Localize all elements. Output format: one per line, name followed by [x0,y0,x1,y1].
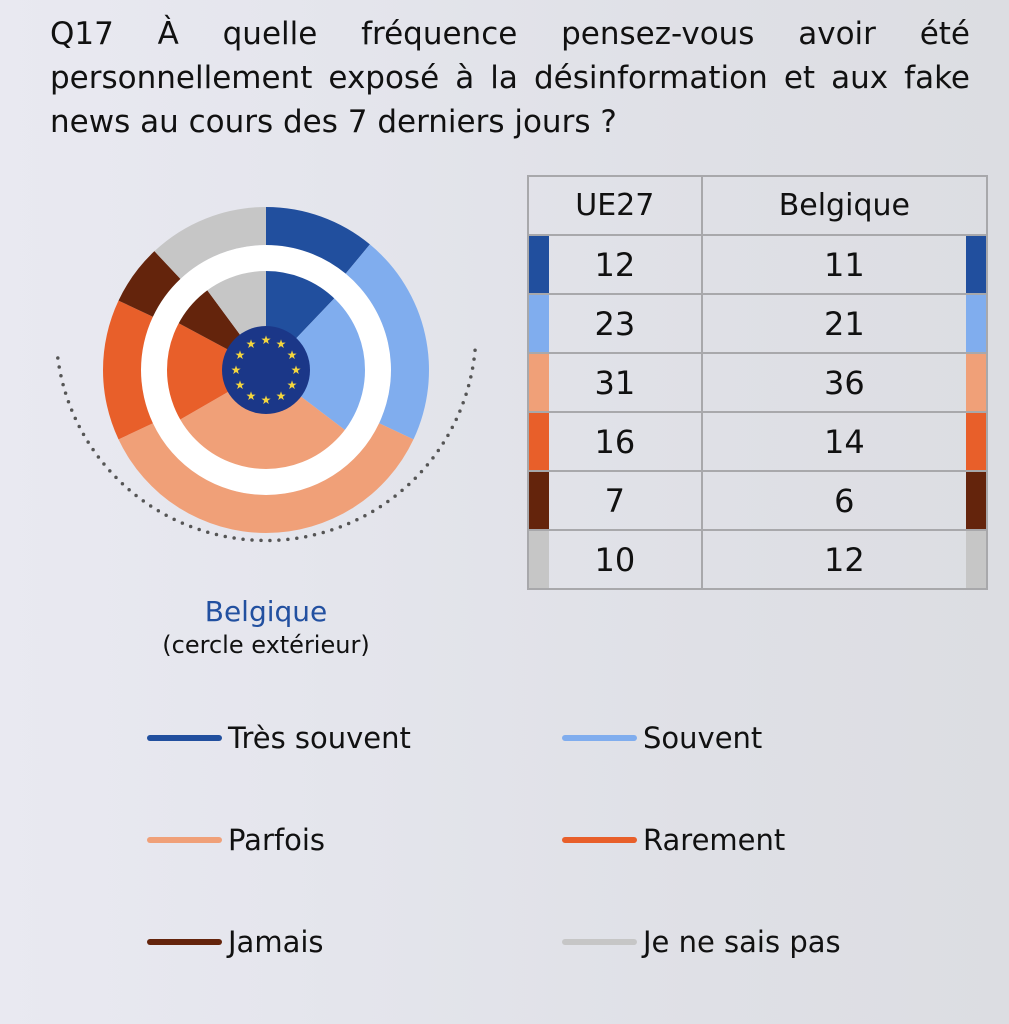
ue27-value: 10 [527,529,703,590]
star-icon: ★ [287,348,298,362]
star-icon: ★ [261,333,272,347]
legend-item: Jamais [147,925,324,959]
ue27-slice-rarement [166,322,266,420]
star-icon: ★ [287,378,298,392]
legend-label: Je ne sais pas [643,925,841,959]
legend-label: Rarement [643,823,786,857]
legend-item: Parfois [147,823,325,857]
color-swatch [529,413,549,470]
chart-title: Q17 À quelle fréquence pensez-vous avoir… [50,16,970,140]
color-swatch [966,413,986,470]
legend-label: Très souvent [228,721,411,755]
color-swatch [966,236,986,293]
value-label: 12 [594,245,636,284]
color-swatch [966,472,986,529]
table-row: 23 21 [527,293,989,354]
value-label: 23 [594,304,636,343]
table-header-ue27: UE27 [527,175,703,236]
belgique-slice-parfois [118,423,414,533]
belgique-value: 36 [700,352,989,413]
star-icon: ★ [231,363,242,377]
ue27-value: 7 [527,470,703,531]
belgique-value: 21 [700,293,989,354]
value-label: 21 [823,304,865,343]
belgique-slice-je-ne-sais-pas [154,207,266,279]
outer-ring-belgique [102,207,430,533]
value-label: 6 [834,481,855,520]
value-label: 11 [823,245,865,284]
legend-line-icon [147,735,222,741]
star-icon: ★ [276,337,287,351]
star-icon: ★ [246,389,257,403]
ue27-value: 16 [527,411,703,472]
table-row: 10 12 [527,529,989,590]
star-icon: ★ [261,393,272,407]
legend-label: Parfois [228,823,325,857]
ue27-value: 31 [527,352,703,413]
color-swatch [529,236,549,293]
star-icon: ★ [235,378,246,392]
value-label: 36 [823,363,865,402]
belgique-slice-jamais [118,251,181,317]
color-swatch [966,295,986,352]
star-icon: ★ [276,389,287,403]
star-icon: ★ [246,337,257,351]
legend-line-icon [147,837,222,843]
belgique-value: 6 [700,470,989,531]
ue27-value: 23 [527,293,703,354]
caption-sub: (cercle extérieur) [162,631,370,659]
legend-line-icon [562,837,637,843]
legend-item: Souvent [562,721,762,755]
legend-item: Très souvent [147,721,411,755]
table-header-belgique: Belgique [700,175,989,236]
table-row: 12 11 [527,234,989,295]
legend-label: Souvent [643,721,763,755]
table-row: 16 14 [527,411,989,472]
ue27-slice-parfois [179,370,346,470]
value-label: 10 [594,540,636,579]
belgique-slice-rarement [102,300,153,440]
value-label: 12 [823,540,865,579]
eu-flag-icon: ★ ★★★★★★★★★★★ [222,326,310,414]
color-swatch [966,354,986,411]
belgique-slice-souvent [345,244,430,440]
color-swatch [966,531,986,588]
table-row: 31 36 [527,352,989,413]
caption-label: Belgique [204,595,328,628]
ue27-slice-souvent [266,297,366,431]
belgique-value: 14 [700,411,989,472]
color-swatch [529,472,549,529]
belgique-value: 12 [700,529,989,590]
ue27-value: 12 [527,234,703,295]
legend-item: Je ne sais pas [562,925,841,959]
value-label: 14 [823,422,865,461]
legend-line-icon [562,735,637,741]
data-table: UE27 Belgique 12 11 23 21 31 36 16 14 7 6 10 12 [527,175,989,590]
color-swatch [529,531,549,588]
legend-label: Jamais [228,925,324,959]
star-icon: ★ [291,363,302,377]
color-swatch [529,354,549,411]
star-icon: ★ [235,348,246,362]
legend-line-icon [562,939,637,945]
value-label: 16 [594,422,636,461]
legend-item: Rarement [562,823,785,857]
belgique-value: 11 [700,234,989,295]
value-label: 31 [594,363,636,402]
white-separator-ring [141,245,391,495]
chart-caption: Belgique (cercle extérieur) [66,594,466,660]
value-label: 7 [604,481,625,520]
legend-line-icon [147,939,222,945]
color-swatch [529,295,549,352]
belgique-slice-très-souvent [266,207,370,274]
